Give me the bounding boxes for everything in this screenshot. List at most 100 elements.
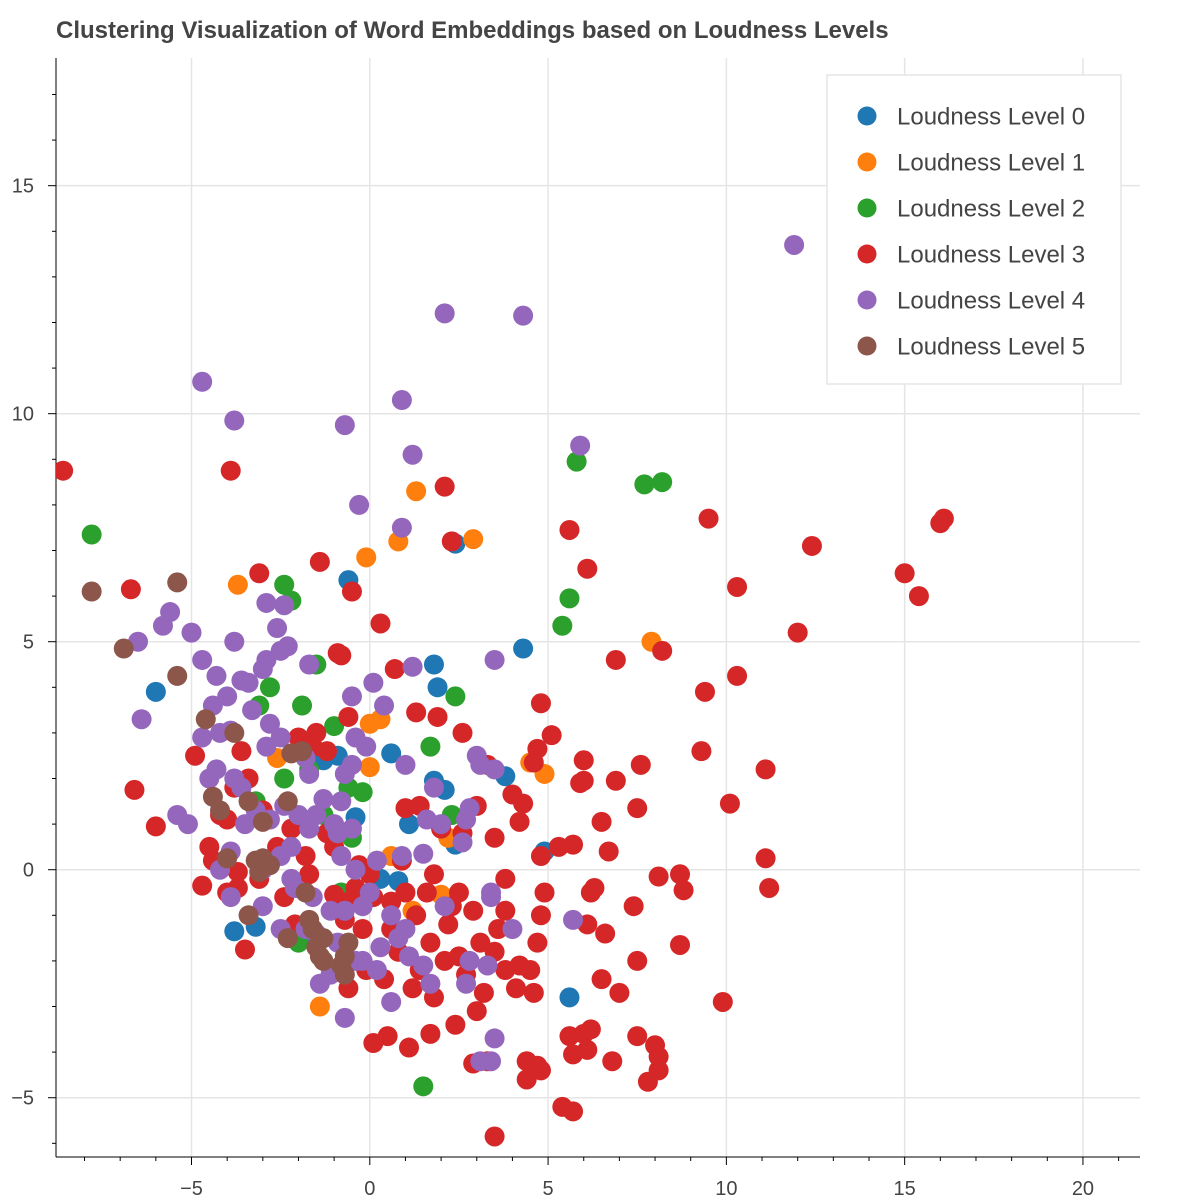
scatter-point-level-4 — [363, 672, 384, 693]
scatter-point-level-3 — [406, 702, 427, 723]
scatter-point-level-4 — [413, 955, 434, 976]
scatter-point-level-3 — [548, 836, 569, 857]
scatter-point-level-5 — [224, 722, 245, 743]
scatter-point-level-3 — [534, 882, 555, 903]
scatter-point-level-4 — [349, 494, 370, 515]
scatter-point-level-4 — [234, 814, 255, 835]
scatter-point-level-3 — [509, 811, 530, 832]
scatter-point-level-4 — [399, 946, 420, 967]
scatter-point-level-4 — [256, 649, 277, 670]
scatter-point-level-4 — [481, 887, 502, 908]
scatter-point-level-4 — [413, 843, 434, 864]
scatter-point-level-3 — [908, 586, 929, 607]
scatter-point-level-2 — [445, 686, 466, 707]
y-tick-label: 15 — [12, 176, 34, 198]
scatter-point-level-3 — [488, 918, 509, 939]
scatter-point-level-4 — [366, 850, 387, 871]
scatter-point-level-2 — [352, 782, 373, 803]
scatter-point-level-3 — [381, 891, 402, 912]
scatter-point-level-3 — [338, 706, 359, 727]
scatter-point-level-3 — [484, 827, 505, 848]
scatter-point-level-4 — [206, 665, 227, 686]
legend-marker-level-0 — [857, 106, 877, 126]
scatter-point-level-4 — [152, 615, 173, 636]
scatter-point-level-3 — [520, 960, 541, 981]
scatter-point-level-4 — [391, 517, 412, 538]
scatter-point-level-2 — [292, 695, 313, 716]
scatter-point-level-3 — [894, 563, 915, 584]
legend-label-level-2: Loudness Level 2 — [897, 196, 1085, 223]
scatter-point-level-2 — [274, 574, 295, 595]
scatter-point-level-4 — [341, 754, 362, 775]
scatter-point-level-4 — [256, 592, 277, 613]
scatter-point-level-3 — [427, 706, 448, 727]
scatter-point-level-4 — [370, 937, 391, 958]
y-tick-label: −5 — [11, 1088, 34, 1110]
scatter-point-level-4 — [199, 768, 220, 789]
scatter-point-level-4 — [484, 1028, 505, 1049]
scatter-point-level-3 — [523, 752, 544, 773]
scatter-point-level-4 — [570, 435, 591, 456]
scatter-point-level-3 — [395, 882, 416, 903]
scatter-point-level-1 — [359, 757, 380, 778]
scatter-point-level-3 — [530, 905, 551, 926]
scatter-point-level-2 — [259, 677, 280, 698]
scatter-point-level-5 — [238, 905, 259, 926]
scatter-point-level-5 — [259, 855, 280, 876]
scatter-point-level-3 — [559, 519, 580, 540]
scatter-point-level-0 — [513, 638, 534, 659]
scatter-point-level-3 — [438, 914, 459, 935]
scatter-point-level-4 — [381, 991, 402, 1012]
legend-label-level-1: Loudness Level 1 — [897, 150, 1085, 177]
chart-title: Clustering Visualization of Word Embeddi… — [56, 17, 889, 44]
scatter-point-level-3 — [399, 1037, 420, 1058]
scatter-point-level-3 — [591, 969, 612, 990]
scatter-point-level-3 — [441, 531, 462, 552]
scatter-point-level-3 — [249, 563, 270, 584]
scatter-point-level-4 — [327, 823, 348, 844]
scatter-point-level-3 — [384, 659, 405, 680]
scatter-point-level-4 — [281, 868, 302, 889]
scatter-point-level-2 — [634, 474, 655, 495]
scatter-point-level-3 — [145, 816, 166, 837]
scatter-point-level-4 — [331, 846, 352, 867]
scatter-point-level-3 — [530, 846, 551, 867]
scatter-point-level-5 — [217, 848, 238, 869]
scatter-point-level-3 — [495, 868, 516, 889]
scatter-point-level-4 — [431, 814, 452, 835]
legend-label-level-0: Loudness Level 0 — [897, 104, 1085, 131]
scatter-point-level-3 — [370, 613, 391, 634]
scatter-point-level-4 — [513, 305, 534, 326]
legend-marker-level-3 — [857, 244, 877, 264]
legend-marker-level-4 — [857, 290, 877, 310]
scatter-point-level-3 — [220, 460, 241, 481]
legend-marker-level-2 — [857, 198, 877, 218]
scatter-point-level-3 — [530, 1060, 551, 1081]
scatter-point-level-3 — [484, 1126, 505, 1147]
scatter-point-level-3 — [637, 1071, 658, 1092]
scatter-point-level-3 — [648, 1046, 669, 1067]
scatter-point-level-0 — [559, 987, 580, 1008]
scatter-point-level-3 — [231, 741, 252, 762]
scatter-point-level-3 — [580, 882, 601, 903]
scatter-point-level-3 — [327, 643, 348, 664]
scatter-point-level-2 — [652, 472, 673, 493]
scatter-point-level-3 — [309, 551, 330, 572]
legend-marker-level-5 — [857, 336, 877, 356]
legend-label-level-5: Loudness Level 5 — [897, 334, 1085, 361]
scatter-point-level-4 — [484, 649, 505, 670]
x-tick-label: 5 — [543, 1178, 554, 1200]
scatter-point-level-4 — [277, 636, 298, 657]
scatter-point-level-4 — [224, 631, 245, 652]
scatter-point-level-3 — [755, 848, 776, 869]
scatter-point-level-3 — [227, 861, 248, 882]
legend: Loudness Level 0 Loudness Level 1 Loudness… — [826, 74, 1122, 385]
scatter-point-level-3 — [727, 576, 748, 597]
scatter-point-level-3 — [670, 864, 691, 885]
scatter-point-level-4 — [456, 809, 477, 830]
scatter-point-level-4 — [334, 900, 355, 921]
scatter-point-level-4 — [381, 905, 402, 926]
scatter-point-level-4 — [334, 1007, 355, 1028]
scatter-point-level-3 — [341, 581, 362, 602]
scatter-point-level-4 — [299, 818, 320, 839]
